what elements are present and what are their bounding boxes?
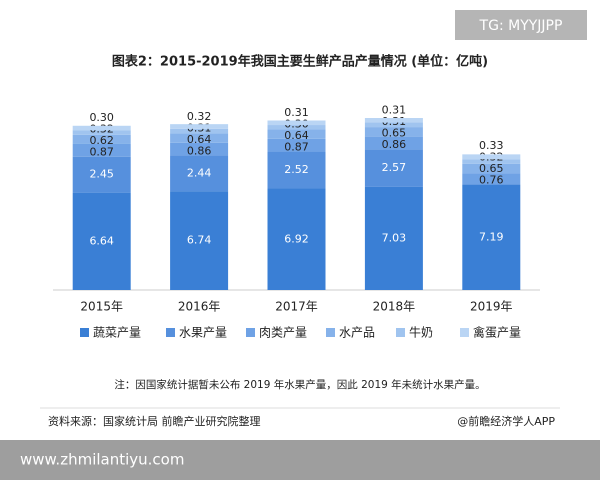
value-label: 0.32 bbox=[187, 110, 212, 123]
bar-segment bbox=[170, 142, 229, 156]
bar-segment bbox=[72, 134, 131, 144]
x-tick-label: 2016年 bbox=[178, 300, 221, 314]
legend-swatch bbox=[166, 328, 175, 337]
bar-segment bbox=[364, 136, 423, 150]
x-tick-label: 2019年 bbox=[470, 300, 513, 314]
value-label: 0.64 bbox=[284, 129, 309, 142]
x-tick-label: 2017年 bbox=[275, 300, 318, 314]
legend-swatch bbox=[326, 328, 335, 337]
value-label: 0.33 bbox=[479, 139, 504, 152]
chart-title: 图表2：2015-2019年我国主要生鲜产品产量情况 (单位：亿吨) bbox=[112, 54, 488, 70]
legend-swatch bbox=[396, 328, 405, 337]
bar-segment bbox=[462, 173, 521, 185]
watermark-bottom: www.zhmilantiyu.com bbox=[20, 451, 184, 469]
legend-swatch bbox=[246, 328, 255, 337]
bar-segment bbox=[170, 155, 229, 192]
bar-segment bbox=[267, 120, 326, 126]
bar-segment bbox=[170, 133, 229, 143]
legend-label: 水果产量 bbox=[179, 326, 227, 340]
legend-label: 禽蛋产量 bbox=[473, 325, 521, 340]
value-label: 7.19 bbox=[479, 230, 504, 243]
legend-label: 牛奶 bbox=[409, 325, 433, 340]
bar-segment bbox=[364, 149, 423, 187]
bar-segment bbox=[267, 129, 326, 139]
value-label: 6.74 bbox=[187, 234, 212, 247]
value-label: 0.65 bbox=[382, 127, 407, 140]
x-tick-label: 2018年 bbox=[373, 300, 416, 314]
value-label: 0.65 bbox=[479, 162, 504, 175]
value-label: 7.03 bbox=[382, 231, 407, 244]
bar-segment bbox=[364, 122, 423, 128]
bar-segment bbox=[462, 184, 521, 290]
bar-segment bbox=[267, 188, 326, 290]
bar-segment bbox=[462, 163, 521, 174]
bar-segment bbox=[364, 186, 423, 290]
value-label: 0.86 bbox=[382, 138, 407, 151]
legend-label: 蔬菜产量 bbox=[93, 326, 141, 340]
bar-segment bbox=[72, 143, 131, 157]
value-label: 0.62 bbox=[89, 134, 114, 147]
watermark-top: TG: MYYJJPP bbox=[479, 18, 563, 34]
legend-swatch bbox=[460, 328, 469, 337]
x-tick-label: 2015年 bbox=[80, 300, 123, 314]
value-label: 0.31 bbox=[382, 104, 407, 117]
value-label: 2.52 bbox=[284, 163, 309, 176]
footer-bar bbox=[0, 440, 600, 480]
bar-segment bbox=[72, 125, 131, 131]
value-label: 2.57 bbox=[382, 161, 407, 174]
bar-segment bbox=[462, 154, 521, 160]
bar-segment bbox=[170, 128, 229, 134]
value-label: 0.76 bbox=[479, 174, 504, 187]
legend-label: 水产品 bbox=[339, 326, 375, 340]
bar-segment bbox=[170, 124, 229, 129]
legend-label: 肉类产量 bbox=[259, 326, 307, 340]
value-label: 0.87 bbox=[284, 141, 309, 154]
legend-swatch bbox=[80, 328, 89, 337]
value-label: 2.44 bbox=[187, 166, 212, 179]
bar-segment bbox=[267, 138, 326, 152]
value-label: 0.86 bbox=[187, 144, 212, 157]
note: 注：因国家统计据暂未公布 2019 年水果产量，因此 2019 年未统计水果产量… bbox=[114, 378, 485, 391]
credit: @前瞻经济学人APP bbox=[457, 414, 555, 428]
value-label: 0.87 bbox=[89, 146, 114, 159]
value-label: 0.31 bbox=[284, 106, 309, 119]
bar-segment bbox=[72, 156, 131, 193]
bar-segment bbox=[170, 191, 229, 290]
bar-segment bbox=[462, 159, 521, 164]
source: 资料来源：国家统计局 前瞻产业研究院整理 bbox=[48, 414, 261, 428]
value-label: 0.64 bbox=[187, 133, 212, 146]
watermark-box bbox=[455, 10, 587, 40]
value-label: 2.45 bbox=[89, 168, 114, 181]
value-label: 0.30 bbox=[89, 111, 114, 124]
bar-segment bbox=[364, 127, 423, 137]
bar-segment bbox=[267, 151, 326, 189]
bar-segment bbox=[364, 118, 423, 123]
value-label: 6.92 bbox=[284, 232, 309, 245]
value-label: 6.64 bbox=[89, 234, 114, 247]
bar-segment bbox=[72, 130, 131, 135]
bar-segment bbox=[267, 125, 326, 130]
bar-segment bbox=[72, 192, 131, 290]
